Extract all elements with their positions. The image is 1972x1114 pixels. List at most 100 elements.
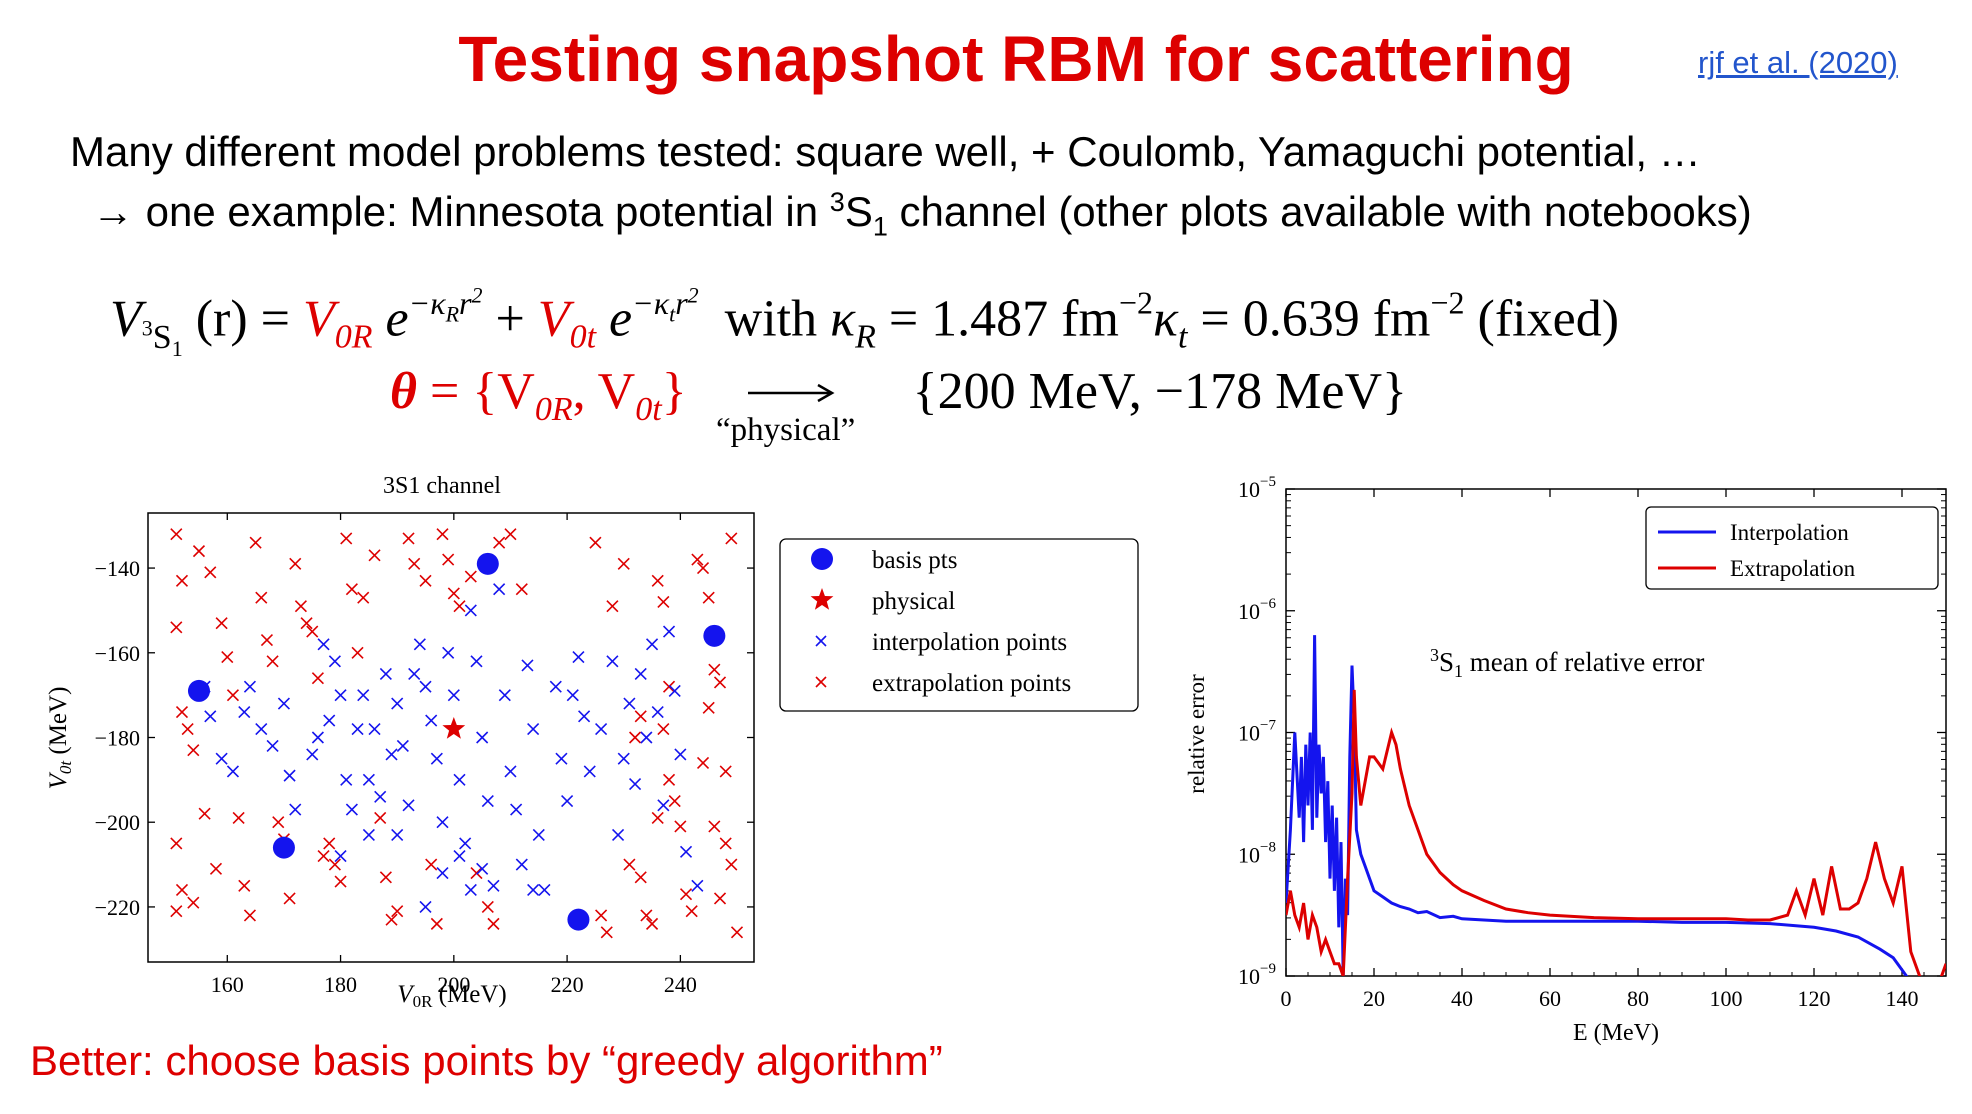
extrapolation-point	[662, 680, 676, 693]
eq-channel: 3S1	[142, 315, 183, 360]
line-ytick-label: 10−9	[1238, 961, 1276, 989]
extrapolation-point	[283, 892, 296, 905]
interpolation-point	[493, 583, 506, 596]
interpolation-point	[662, 625, 676, 638]
interpolation-point	[464, 883, 477, 897]
eq-theta-comma: , V	[572, 363, 636, 420]
extrapolation-point	[192, 545, 206, 558]
extrapolation-point	[408, 557, 421, 570]
example-line: → one example: Minnesota potential in 3S…	[92, 187, 1752, 242]
interpolation-point	[595, 722, 608, 736]
scatter-xtick-label: 200	[437, 972, 470, 997]
line-xtick-label: 0	[1281, 986, 1292, 1011]
eq-theta-sub2: 0t	[635, 391, 662, 428]
extrapolation-point	[170, 837, 183, 850]
extrapolation-point	[260, 634, 274, 647]
scatter-yticks: −140 −160 −180 −200 −220	[95, 556, 754, 920]
eq-kappat-unit-sup: −2	[1430, 284, 1465, 321]
line-annotation: 3S1 mean of relative error	[1430, 645, 1704, 681]
interpolation-point	[510, 803, 523, 816]
error-line-chart: 0 20 40 60 80 100 120 140 10−910−810−710−610−5 …	[1184, 474, 1947, 1046]
interpolation-point	[561, 794, 574, 808]
line-legend-box	[1645, 506, 1939, 590]
interpolation-point	[657, 799, 670, 812]
interpolation-point	[317, 638, 330, 651]
extrapolation-point	[668, 794, 681, 808]
eq-term2-V: V	[537, 290, 570, 348]
long-arrow-icon	[748, 383, 835, 403]
interpolation-point	[481, 794, 494, 808]
extrapolation-point	[634, 871, 647, 884]
interpolation-point	[402, 799, 415, 812]
eq-term2-sub: 0t	[569, 318, 597, 356]
interpolation-point	[334, 689, 347, 702]
basis-point	[187, 679, 210, 702]
extrapolation-point	[306, 625, 319, 638]
eq-term1-sup-r: r	[459, 284, 472, 321]
extrapolation-point	[391, 905, 404, 918]
extrapolation-point	[470, 866, 483, 880]
eq-term1-V: V	[302, 290, 335, 348]
line-annotation-text: mean of relative error	[1463, 647, 1704, 677]
extrapolation-point	[311, 672, 324, 685]
line-ytick-label: 10−5	[1238, 474, 1276, 502]
scatter-xlabel: V0R (MeV)	[397, 981, 506, 1011]
interpolation-point	[617, 752, 630, 765]
legend-basis-label: basis pts	[872, 547, 957, 574]
interpolation-point	[606, 655, 619, 668]
extrapolation-point	[357, 591, 370, 604]
extrapolation-points	[170, 528, 744, 939]
interpolation-point	[459, 837, 472, 850]
extrapolation-point	[623, 858, 636, 871]
scatter-title: 3S1 channel	[383, 473, 501, 499]
eq-plus: +	[495, 290, 525, 348]
extrapolation-point	[713, 892, 727, 905]
interpolation-point	[442, 646, 455, 659]
line-xtick-label: 60	[1539, 986, 1561, 1011]
extrapolation-point	[323, 837, 336, 850]
extrapolation-line	[1286, 689, 1946, 976]
extrapolation-point	[696, 756, 710, 769]
example-text-post: channel (other plots available with note…	[887, 188, 1752, 235]
interpolation-point	[470, 655, 483, 668]
extrapolation-point	[651, 574, 664, 587]
extrapolation-point	[170, 905, 183, 918]
legend-physical-marker	[810, 588, 834, 610]
extrapolation-point	[719, 765, 732, 778]
extrapolation-point	[493, 536, 506, 549]
extrapolation-point	[379, 871, 392, 884]
eq-term1-sup-k: −κ	[408, 284, 446, 321]
scatter-ytick-label: −140	[95, 556, 140, 581]
interpolation-point	[396, 739, 409, 753]
eq-term2-sup-2: 2	[687, 282, 699, 307]
eq-theta-sub1: 0R	[534, 391, 573, 428]
interpolation-point	[425, 714, 438, 727]
extrapolation-point	[702, 701, 715, 714]
eq-term2-sup-k: −κ	[632, 284, 670, 321]
extrapolation-point	[249, 536, 262, 549]
basis-point	[272, 836, 295, 859]
line-xtick-label: 120	[1798, 986, 1831, 1011]
extrapolation-point	[175, 574, 189, 587]
interpolation-point	[549, 680, 562, 693]
interpolation-point	[447, 689, 460, 702]
interpolation-point	[645, 638, 659, 651]
extrapolation-point	[442, 553, 455, 566]
extrapolation-point	[600, 926, 613, 939]
interpolation-point	[204, 710, 217, 723]
interpolation-point	[532, 828, 545, 841]
line-xtick-label: 100	[1710, 986, 1743, 1011]
scatter-xtick-label: 180	[324, 972, 357, 997]
line-annotation-letter: S	[1439, 647, 1454, 677]
scatter-ytick-label: −160	[95, 641, 140, 666]
legend-interp-marker	[815, 635, 827, 647]
extrapolation-point	[447, 587, 460, 600]
eq-term2-sup-sub: t	[669, 301, 676, 327]
example-text-pre: one example: Minnesota potential in	[134, 188, 830, 235]
legend-basis-marker	[811, 548, 833, 570]
citation-link[interactable]: rjf et al. (2020)	[1698, 45, 1898, 80]
eq-term2-sup: −κtr2	[632, 282, 699, 326]
scatter-xtick-label: 240	[664, 972, 697, 997]
bottom-note: Better: choose basis points by “greedy a…	[30, 1037, 943, 1084]
eq-with: with	[724, 290, 818, 348]
